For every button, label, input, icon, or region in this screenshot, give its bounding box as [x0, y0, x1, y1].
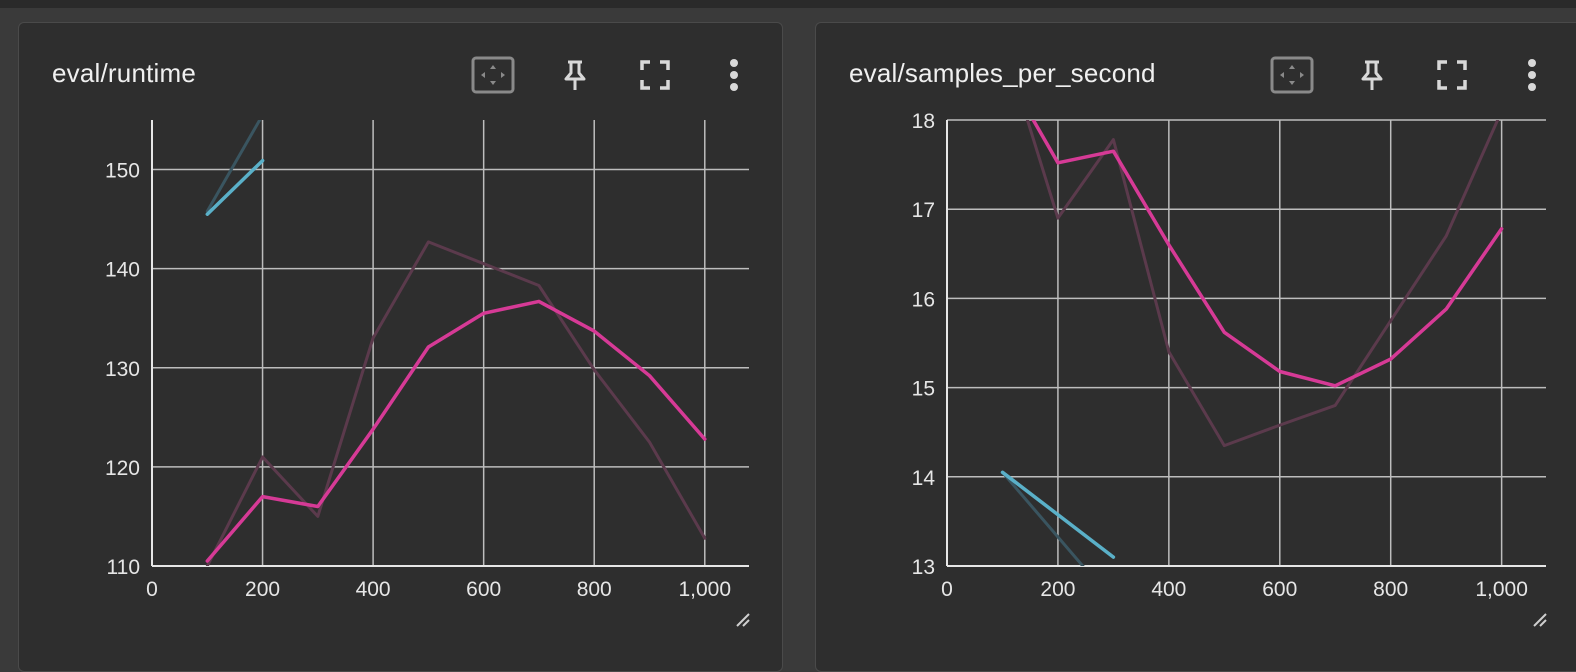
y-tick-label: 150 [105, 160, 140, 183]
pin-button[interactable] [553, 55, 597, 95]
more-vert-icon [730, 59, 738, 91]
x-tick-label: 800 [577, 578, 612, 601]
x-tick-label: 600 [1262, 578, 1297, 601]
series-line-2 [1001, 470, 1085, 566]
x-tick-label: 1,000 [678, 578, 731, 601]
chart-card-runtime: eval/runtime 110 120 130 140 150 0 200 400 600 80… [18, 22, 783, 672]
series-line-2 [205, 120, 262, 213]
series-line-1 [205, 299, 707, 563]
y-tick-label: 16 [912, 288, 935, 311]
y-tick-label: 15 [912, 378, 935, 401]
fullscreen-button[interactable] [633, 55, 677, 95]
fit-domain-icon [471, 56, 515, 94]
fit-domain-button[interactable] [1270, 55, 1314, 95]
x-tick-label: 200 [1040, 578, 1075, 601]
fullscreen-icon [1437, 60, 1467, 90]
series-group [1000, 120, 1504, 566]
series-line-0 [1025, 120, 1500, 448]
y-tick-label: 140 [105, 259, 140, 282]
y-tick-label: 14 [912, 467, 936, 490]
y-tick-label: 17 [912, 199, 935, 222]
more-options-button[interactable] [1510, 55, 1554, 95]
x-tick-label: 800 [1373, 578, 1408, 601]
series-line-3 [1000, 470, 1116, 559]
pin-button[interactable] [1350, 55, 1394, 95]
fit-domain-icon [1270, 56, 1314, 94]
pin-icon [1361, 60, 1383, 90]
series-line-0 [205, 240, 707, 566]
series-line-1 [1031, 120, 1504, 388]
fit-domain-button[interactable] [471, 55, 515, 95]
x-tick-label: 200 [245, 578, 280, 601]
card-title: eval/samples_per_second [849, 58, 1156, 88]
x-tick-label: 400 [356, 578, 391, 601]
pin-icon [564, 60, 586, 90]
resize-handle-icon[interactable] [1530, 610, 1548, 628]
chart-card-samples-per-second: eval/samples_per_second 13 14 15 16 17 18 0 200… [815, 22, 1576, 672]
series-line-3 [205, 158, 265, 216]
chart-plot[interactable]: 13 14 15 16 17 18 0 200 400 600 800 1,000 [816, 23, 1576, 653]
more-options-button[interactable] [712, 55, 756, 95]
more-vert-icon [1528, 59, 1536, 91]
x-tick-label: 400 [1151, 578, 1186, 601]
x-tick-label: 600 [466, 578, 501, 601]
series-group [205, 120, 707, 566]
x-tick-label: 1,000 [1475, 578, 1528, 601]
fullscreen-icon [640, 60, 670, 90]
top-bar [0, 0, 1576, 8]
y-tick-label: 13 [912, 556, 935, 579]
y-tick-label: 18 [912, 110, 935, 133]
fullscreen-button[interactable] [1430, 55, 1474, 95]
y-tick-label: 130 [105, 358, 140, 381]
card-title: eval/runtime [52, 58, 197, 88]
x-tick-label: 0 [941, 578, 953, 601]
chart-plot[interactable]: 110 120 130 140 150 0 200 400 600 800 1,000 [19, 23, 784, 653]
y-tick-label: 120 [105, 457, 140, 480]
x-tick-label: 0 [146, 578, 158, 601]
y-tick-label: 110 [107, 556, 140, 579]
resize-handle-icon[interactable] [733, 610, 751, 628]
